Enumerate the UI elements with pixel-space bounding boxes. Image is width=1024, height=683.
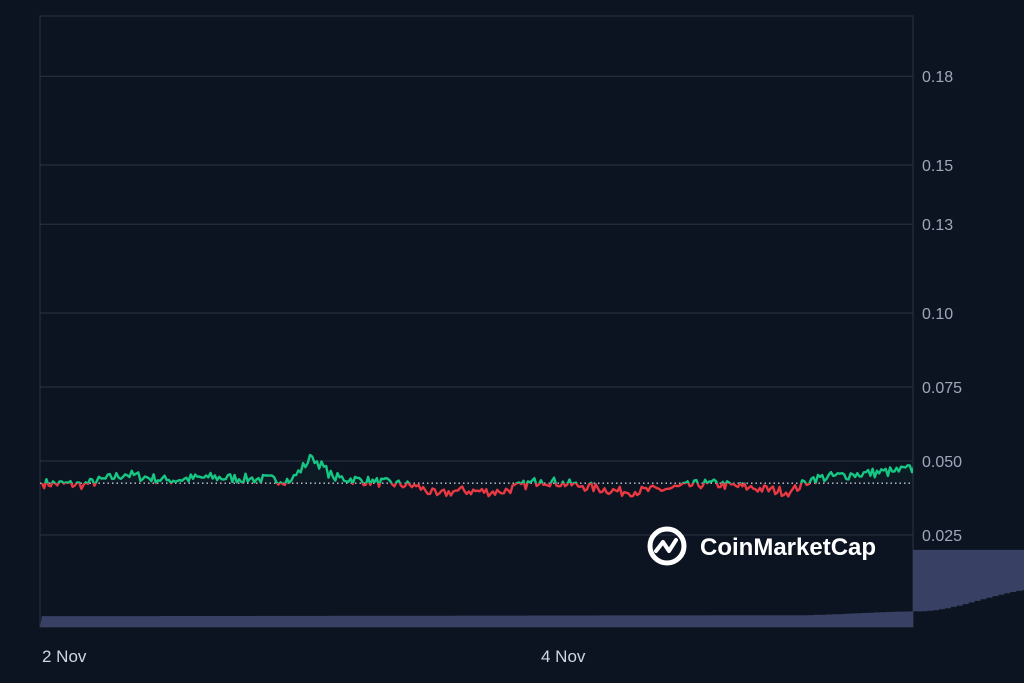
volume-area — [40, 549, 1024, 627]
y-tick-label: 0.18 — [922, 69, 953, 86]
x-tick-label: 2 Nov — [42, 647, 87, 666]
y-tick-label: 0.050 — [922, 454, 962, 471]
coinmarketcap-logo-icon — [647, 526, 687, 566]
x-tick-label: 4 Nov — [541, 647, 586, 666]
y-axis: 0.025 0.050 0.075 0.10 0.13 0.15 0.18 — [922, 69, 962, 545]
volume-silhouette — [40, 549, 1024, 627]
y-tick-label: 0.15 — [922, 158, 953, 175]
price-area-up — [42, 455, 913, 484]
price-area-fill — [42, 455, 913, 484]
watermark-text: CoinMarketCap — [700, 534, 876, 561]
price-line-up — [41, 453, 913, 484]
y-tick-label: 0.10 — [922, 306, 953, 323]
y-tick-label: 0.025 — [922, 528, 962, 545]
price-line-down — [40, 483, 817, 498]
price-line — [40, 453, 913, 498]
y-tick-label: 0.075 — [922, 380, 962, 397]
y-tick-label: 0.13 — [922, 217, 953, 234]
coinmarketcap-watermark: CoinMarketCap — [647, 526, 876, 566]
